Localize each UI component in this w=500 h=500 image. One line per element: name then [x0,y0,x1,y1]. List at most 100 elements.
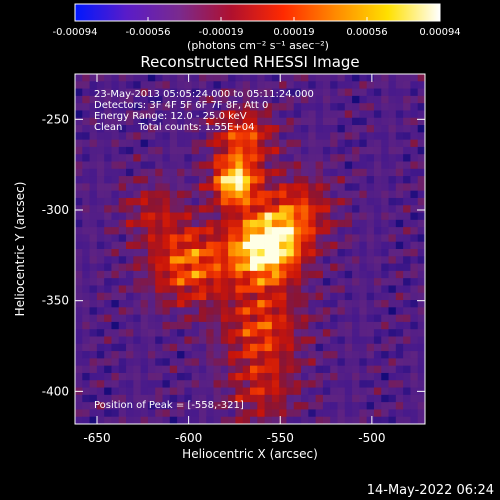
heatmap-cell [191,387,200,396]
heatmap-cell [104,219,112,228]
heatmap-cell [184,394,193,403]
heatmap-cell [228,249,236,257]
heatmap-cell [286,183,295,192]
heatmap-cell [279,241,287,250]
colorbar-tick-label: 0.00094 [419,27,460,38]
heatmap-cell [330,205,338,213]
heatmap-cell [417,365,425,374]
heatmap-cell [89,110,98,119]
heatmap-cell [366,270,375,279]
heatmap-cell [417,161,425,170]
heatmap-cell [403,394,411,403]
heatmap-cell [395,117,404,126]
heatmap-cell [213,321,222,330]
heatmap-cell [293,321,302,330]
heatmap-cell [162,190,171,199]
heatmap-cell [344,278,353,286]
heatmap-cell [184,219,193,228]
heatmap-cell [308,205,317,213]
heatmap-cell [308,321,317,330]
heatmap-cell [155,416,163,424]
heatmap-cell [89,125,98,133]
heatmap-cell [388,263,397,272]
heatmap-cell [257,292,265,301]
heatmap-cell [96,219,105,228]
heatmap-cell [235,358,244,367]
heatmap-cell [410,365,419,374]
heatmap-cell [373,81,382,89]
heatmap-cell [147,176,156,184]
y-axis: -250-300-350-400 [42,112,425,398]
heatmap-cell [147,402,156,410]
heatmap-cell [322,146,331,155]
heatmap-cell [271,88,280,97]
heatmap-cell [140,227,149,235]
heatmap-cell [220,146,229,155]
heatmap-cell [366,263,375,272]
heatmap-cell [228,314,236,323]
heatmap-cell [352,314,360,323]
heatmap-cell [366,336,375,345]
heatmap-cell [395,285,404,294]
heatmap-cell [330,103,338,111]
heatmap-cell [344,212,353,221]
heatmap-cell [155,387,163,396]
heatmap-cell [242,263,251,272]
heatmap-cell [228,212,236,221]
heatmap-cell [133,380,142,388]
heatmap-cell [301,219,309,228]
heatmap-cell [301,110,309,119]
heatmap-cell [395,409,404,418]
heatmap-cell [359,74,368,82]
heatmap-cell [75,125,83,133]
heatmap-cell [381,81,389,89]
heatmap-cell [228,394,236,403]
heatmap-cell [417,402,425,410]
heatmap-cell [359,380,368,388]
heatmap-cell [271,81,280,89]
heatmap-cell [206,190,214,199]
heatmap-cell [279,125,287,133]
heatmap-cell [264,88,273,97]
heatmap-cell [366,285,375,294]
heatmap-cell [352,74,360,82]
heatmap-cell [126,103,134,111]
heatmap-cell [169,81,178,89]
heatmap-cell [213,110,222,119]
heatmap-cell [373,132,382,141]
heatmap-cell [104,95,112,104]
heatmap-cell [177,321,185,330]
heatmap-cell [133,263,142,272]
heatmap-cell [381,307,389,316]
heatmap-cell [286,219,295,228]
heatmap-cell [381,263,389,272]
heatmap-cell [257,365,265,374]
heatmap-cell [198,270,207,279]
heatmap-cell [381,336,389,345]
heatmap-cell [257,197,265,206]
heatmap-cell [322,292,331,301]
heatmap-cell [271,103,280,111]
heatmap-cell [417,329,425,337]
heatmap-cell [177,168,185,177]
heatmap-cell [169,74,178,82]
heatmap-cell [169,351,178,359]
heatmap-cell [133,146,142,155]
heatmap-cell [388,117,397,126]
heatmap-cell [96,358,105,367]
heatmap-cell [301,402,309,410]
heatmap-cell [206,139,214,148]
heatmap-cell [104,227,112,235]
heatmap-cell [177,197,185,206]
heatmap-cell [322,329,331,337]
heatmap-cell [352,212,360,221]
heatmap-cell [417,256,425,264]
heatmap-cell [410,249,419,257]
heatmap-cell [293,249,302,257]
heatmap-cell [133,95,142,104]
colorbar: -0.00094 -0.00056 -0.00019 0.00019 0.00056 0.… [53,3,461,52]
heatmap-cell [206,81,214,89]
heatmap-cell [293,278,302,286]
heatmap-cell [395,416,404,424]
heatmap-cell [388,205,397,213]
